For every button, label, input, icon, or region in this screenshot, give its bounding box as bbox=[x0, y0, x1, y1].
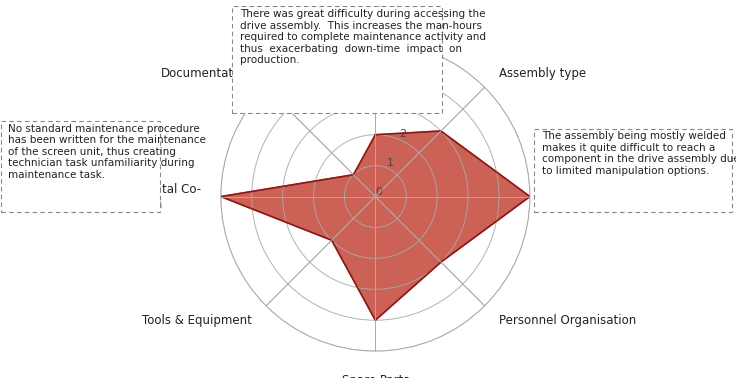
Polygon shape bbox=[221, 131, 530, 320]
Text: Assembly type: Assembly type bbox=[499, 67, 586, 79]
Text: Technician Competence: Technician Competence bbox=[550, 190, 690, 203]
Text: Tools & Equipment: Tools & Equipment bbox=[142, 314, 252, 327]
Text: No standard maintenance procedure
has been written for the maintenance
of the sc: No standard maintenance procedure has be… bbox=[8, 124, 205, 180]
FancyBboxPatch shape bbox=[232, 6, 442, 113]
FancyBboxPatch shape bbox=[1, 121, 160, 212]
Text: There was great difficulty during accessing the
drive assembly.  This increases : There was great difficulty during access… bbox=[240, 9, 486, 65]
Text: Documentation: Documentation bbox=[160, 67, 252, 79]
Text: The assembly being mostly welded
makes it quite difficult to reach a
component i: The assembly being mostly welded makes i… bbox=[542, 131, 736, 176]
Text: Spare Parts: Spare Parts bbox=[342, 374, 409, 378]
Text: Accessibility: Accessibility bbox=[339, 6, 411, 19]
Text: Inter-departmental Co-
ordination: Inter-departmental Co- ordination bbox=[65, 183, 201, 211]
Text: Personnel Organisation: Personnel Organisation bbox=[499, 314, 636, 327]
FancyBboxPatch shape bbox=[534, 129, 732, 212]
